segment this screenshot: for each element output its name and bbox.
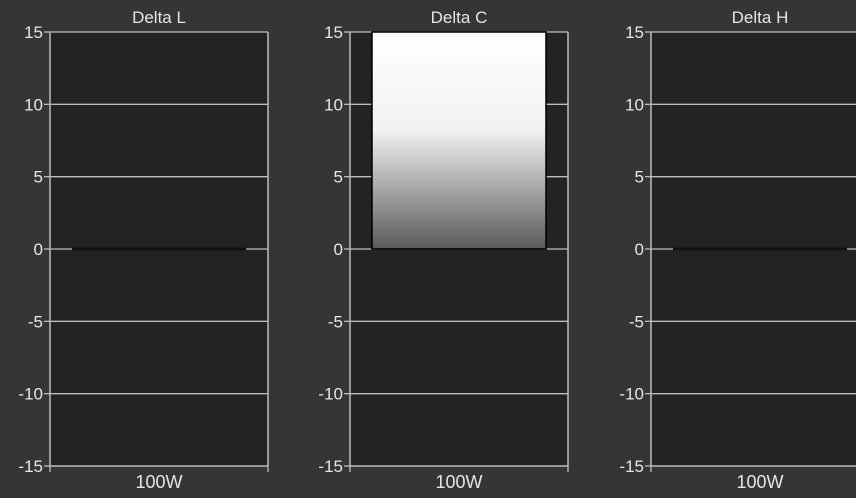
y-tick-label: 15 — [324, 23, 343, 42]
x-tick-label: 100W — [736, 472, 783, 492]
y-tick-label: 10 — [625, 95, 644, 114]
chart-title: Delta H — [732, 8, 789, 27]
chart-delta-h: 15 10 5 0 -5 -10 -15 100W Delta H — [619, 8, 856, 492]
chart-delta-l: 15 10 5 0 -5 -10 -15 100W Delta L — [18, 8, 269, 492]
y-tick-label: -15 — [18, 457, 43, 476]
y-tick-label: 0 — [34, 240, 43, 259]
bar — [673, 247, 847, 251]
y-tick-label: 0 — [334, 240, 343, 259]
y-tick-label: 5 — [635, 168, 644, 187]
y-tick-label: -5 — [28, 312, 43, 331]
x-tick-label: 100W — [135, 472, 182, 492]
y-tick-label: 5 — [34, 168, 43, 187]
chart-title: Delta C — [431, 8, 488, 27]
y-tick-label: -15 — [619, 457, 644, 476]
y-tick-label: -10 — [318, 385, 343, 404]
y-tick-label: 15 — [24, 23, 43, 42]
y-tick-label: 5 — [334, 168, 343, 187]
y-tick-label: -10 — [619, 385, 644, 404]
y-tick-label: 10 — [324, 95, 343, 114]
y-tick-label: -10 — [18, 385, 43, 404]
y-tick-label: 10 — [24, 95, 43, 114]
y-tick-label: 0 — [635, 240, 644, 259]
bar — [72, 247, 246, 251]
y-tick-label: 15 — [625, 23, 644, 42]
y-tick-label: -5 — [328, 312, 343, 331]
y-tick-label: -15 — [318, 457, 343, 476]
chart-title: Delta L — [132, 8, 186, 27]
chart-delta-c: 15 10 5 0 -5 -10 -15 100W Delta C — [318, 8, 569, 492]
bar — [371, 31, 547, 250]
x-tick-label: 100W — [435, 472, 482, 492]
y-tick-label: -5 — [629, 312, 644, 331]
